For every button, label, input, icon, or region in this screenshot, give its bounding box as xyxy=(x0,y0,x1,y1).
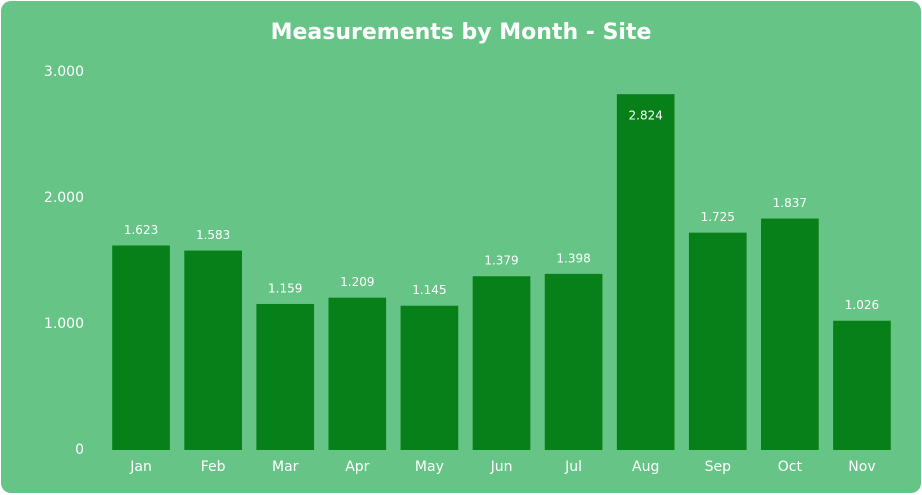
bar xyxy=(544,273,603,450)
x-tick-label: Sep xyxy=(705,459,732,475)
data-label: 1.209 xyxy=(340,275,374,289)
bar xyxy=(616,94,675,451)
x-tick-label: Nov xyxy=(848,459,875,475)
y-tick-label: 3.000 xyxy=(44,64,84,80)
bar xyxy=(688,232,747,450)
data-label: 2.824 xyxy=(629,109,663,123)
data-label: 1.026 xyxy=(845,298,879,312)
bar xyxy=(328,297,387,450)
data-label: 1.159 xyxy=(268,281,302,295)
x-tick-label: May xyxy=(415,459,444,475)
y-tick-label: 0 xyxy=(75,442,84,458)
x-tick-label: Jul xyxy=(564,459,582,475)
bar xyxy=(112,245,170,450)
x-tick-label: Feb xyxy=(201,459,226,475)
data-label: 1.623 xyxy=(124,223,158,237)
x-tick-label: Jan xyxy=(129,459,152,475)
x-tick-label: Aug xyxy=(632,459,659,475)
chart-title: Measurements by Month - Site xyxy=(271,20,652,45)
bar xyxy=(256,303,315,450)
x-tick-label: Oct xyxy=(778,459,803,475)
y-tick-label: 2.000 xyxy=(44,190,84,206)
y-tick-label: 1.000 xyxy=(44,316,84,332)
data-label: 1.145 xyxy=(412,283,446,297)
data-label: 1.583 xyxy=(196,228,230,242)
bar xyxy=(184,250,242,450)
x-tick-label: Jun xyxy=(490,459,513,475)
bar xyxy=(833,320,891,450)
bar xyxy=(472,276,531,450)
data-label: 1.398 xyxy=(556,251,590,265)
x-tick-label: Apr xyxy=(345,459,369,475)
bar xyxy=(761,218,819,450)
bar xyxy=(400,305,459,450)
data-label: 1.837 xyxy=(773,196,807,210)
data-label: 1.725 xyxy=(701,210,735,224)
x-tick-label: Mar xyxy=(272,459,299,475)
data-label: 1.379 xyxy=(484,254,518,268)
